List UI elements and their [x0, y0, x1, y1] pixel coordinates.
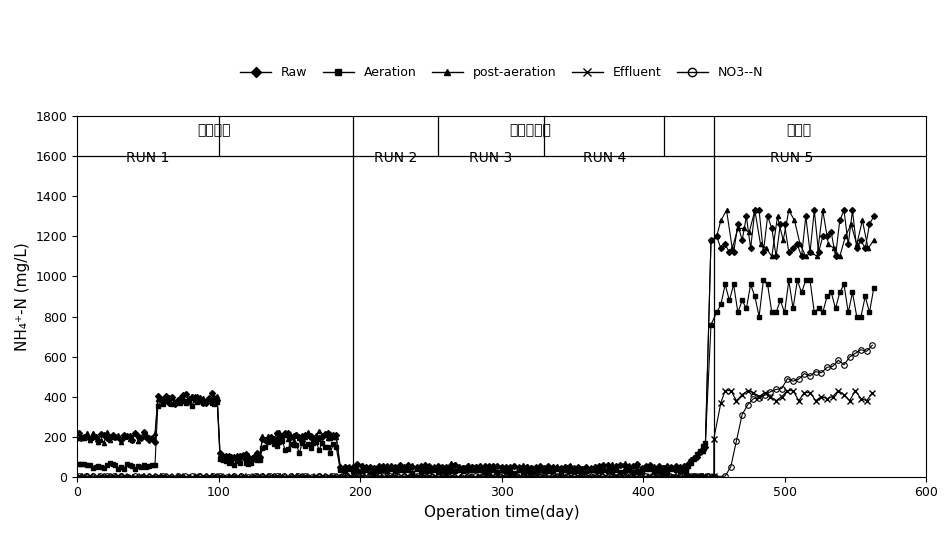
NO3--N	[730, 438, 742, 444]
Effluent	[72, 473, 84, 480]
Text: RUN 1: RUN 1	[126, 151, 169, 165]
X-axis label: Operation time(day): Operation time(day)	[424, 505, 579, 520]
Line: Effluent: Effluent	[76, 388, 874, 480]
Raw	[72, 430, 84, 436]
Aeration	[757, 277, 768, 284]
Line: Aeration: Aeration	[76, 278, 875, 476]
Aeration	[141, 464, 152, 470]
Effluent	[865, 389, 877, 396]
Text: RUN 2: RUN 2	[373, 151, 417, 165]
NO3--N	[426, 473, 438, 480]
Line: post-aeration: post-aeration	[76, 208, 875, 472]
Aeration	[276, 438, 288, 444]
Raw	[479, 463, 490, 469]
Effluent	[587, 473, 599, 479]
Raw	[276, 433, 288, 440]
post-aeration	[580, 466, 591, 472]
Text: RUN 4: RUN 4	[583, 151, 625, 165]
Text: 합성폐수: 합성폐수	[197, 123, 231, 137]
Raw	[748, 207, 760, 213]
NO3--N	[865, 342, 877, 348]
NO3--N	[243, 473, 254, 480]
Text: 음식물폐수: 음식물폐수	[508, 123, 550, 137]
post-aeration	[72, 434, 84, 441]
Text: RUN 5: RUN 5	[769, 151, 812, 165]
Effluent	[237, 473, 248, 479]
post-aeration	[377, 463, 388, 469]
Aeration	[867, 285, 879, 292]
Effluent	[491, 473, 503, 480]
Effluent	[186, 473, 197, 480]
Text: RUN 3: RUN 3	[468, 151, 511, 165]
Text: 유출수: 유출수	[785, 123, 810, 137]
post-aeration	[704, 237, 716, 243]
Aeration	[72, 461, 84, 467]
Raw	[867, 213, 879, 219]
post-aeration	[104, 437, 115, 444]
post-aeration	[605, 461, 617, 468]
Aeration	[555, 469, 566, 476]
Raw	[529, 466, 541, 472]
Raw	[555, 465, 566, 471]
Effluent	[719, 387, 730, 394]
Effluent	[129, 473, 141, 480]
Aeration	[479, 469, 490, 475]
post-aeration	[867, 237, 879, 243]
Line: Raw: Raw	[76, 208, 875, 471]
Line: NO3--N: NO3--N	[76, 342, 874, 479]
NO3--N	[719, 473, 730, 479]
Effluent	[474, 473, 486, 479]
Y-axis label: NH₄⁺-N (mg/L): NH₄⁺-N (mg/L)	[15, 242, 30, 351]
NO3--N	[652, 473, 664, 480]
post-aeration	[678, 467, 689, 473]
Effluent	[666, 473, 678, 479]
Raw	[141, 433, 152, 440]
Aeration	[504, 470, 515, 477]
Aeration	[407, 470, 418, 476]
NO3--N	[72, 473, 84, 479]
NO3--N	[355, 473, 367, 479]
Raw	[251, 450, 263, 456]
Legend: Raw, Aeration, post-aeration, Effluent, NO3--N: Raw, Aeration, post-aeration, Effluent, …	[235, 61, 767, 84]
Raw	[407, 464, 418, 470]
post-aeration	[118, 434, 129, 440]
NO3--N	[165, 473, 176, 480]
Aeration	[251, 457, 263, 463]
post-aeration	[720, 207, 731, 213]
